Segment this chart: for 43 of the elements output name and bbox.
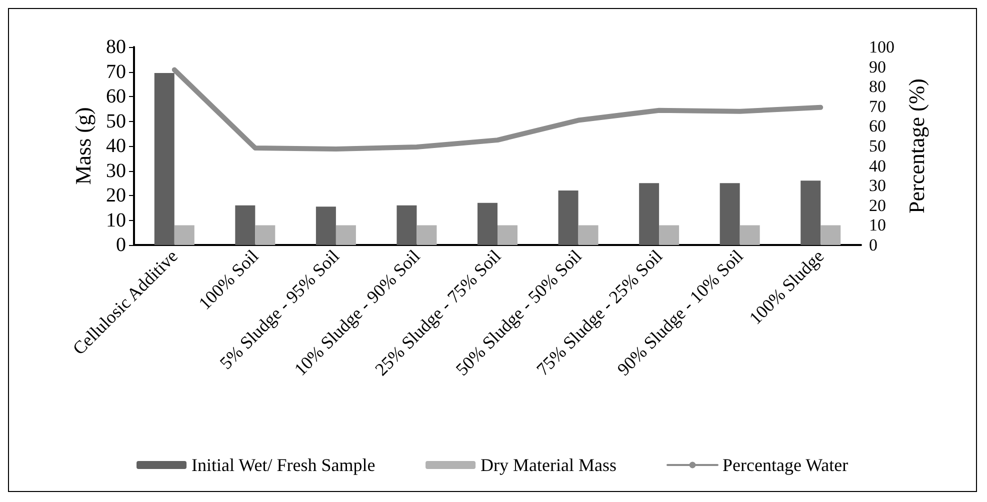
bar — [396, 205, 417, 245]
bar — [235, 205, 256, 245]
y2-tick-label: 10 — [869, 216, 886, 235]
y-tick-label: 20 — [106, 184, 126, 206]
y2-tick-label: 20 — [869, 196, 886, 215]
bar — [740, 225, 760, 245]
y-tick-label: 10 — [106, 209, 126, 232]
bar — [720, 183, 740, 245]
y-tick-label: 50 — [106, 110, 126, 132]
y2-tick-label: 30 — [869, 176, 886, 196]
y-tick-label: 80 — [106, 36, 126, 58]
bar — [800, 180, 821, 245]
y2-tick-label: 60 — [869, 116, 886, 136]
y2-tick-label: 90 — [869, 57, 886, 76]
bar — [578, 225, 598, 245]
y2-tick-label: 50 — [869, 136, 886, 156]
y-tick-label: 70 — [106, 60, 126, 83]
bar — [639, 183, 660, 245]
y-tick-label: 40 — [106, 135, 126, 157]
y2-axis-title: Percentage (%) — [904, 78, 929, 214]
bar — [659, 225, 680, 245]
legend-label: Initial Wet/ Fresh Sample — [192, 455, 376, 475]
y2-tick-label: 0 — [869, 236, 878, 254]
bar — [558, 190, 578, 245]
y-tick-label: 0 — [116, 234, 126, 256]
bar — [820, 225, 841, 245]
bar — [498, 225, 518, 245]
y2-tick-label: 40 — [869, 156, 886, 176]
bar — [255, 225, 276, 245]
y-axis-title: Mass (g) — [70, 107, 96, 185]
bar — [154, 72, 174, 245]
y-tick-label: 60 — [106, 86, 126, 108]
y2-tick-label: 70 — [869, 96, 886, 116]
bar — [316, 206, 336, 245]
bar — [416, 225, 437, 245]
legend-label: Percentage Water — [722, 455, 848, 475]
bar — [174, 225, 194, 245]
legend-label: Dry Material Mass — [480, 455, 617, 475]
bar — [478, 202, 498, 245]
y-tick-label: 30 — [106, 160, 126, 182]
y2-tick-label: 100 — [869, 38, 894, 56]
bar — [336, 225, 356, 245]
y2-tick-label: 80 — [869, 77, 886, 96]
